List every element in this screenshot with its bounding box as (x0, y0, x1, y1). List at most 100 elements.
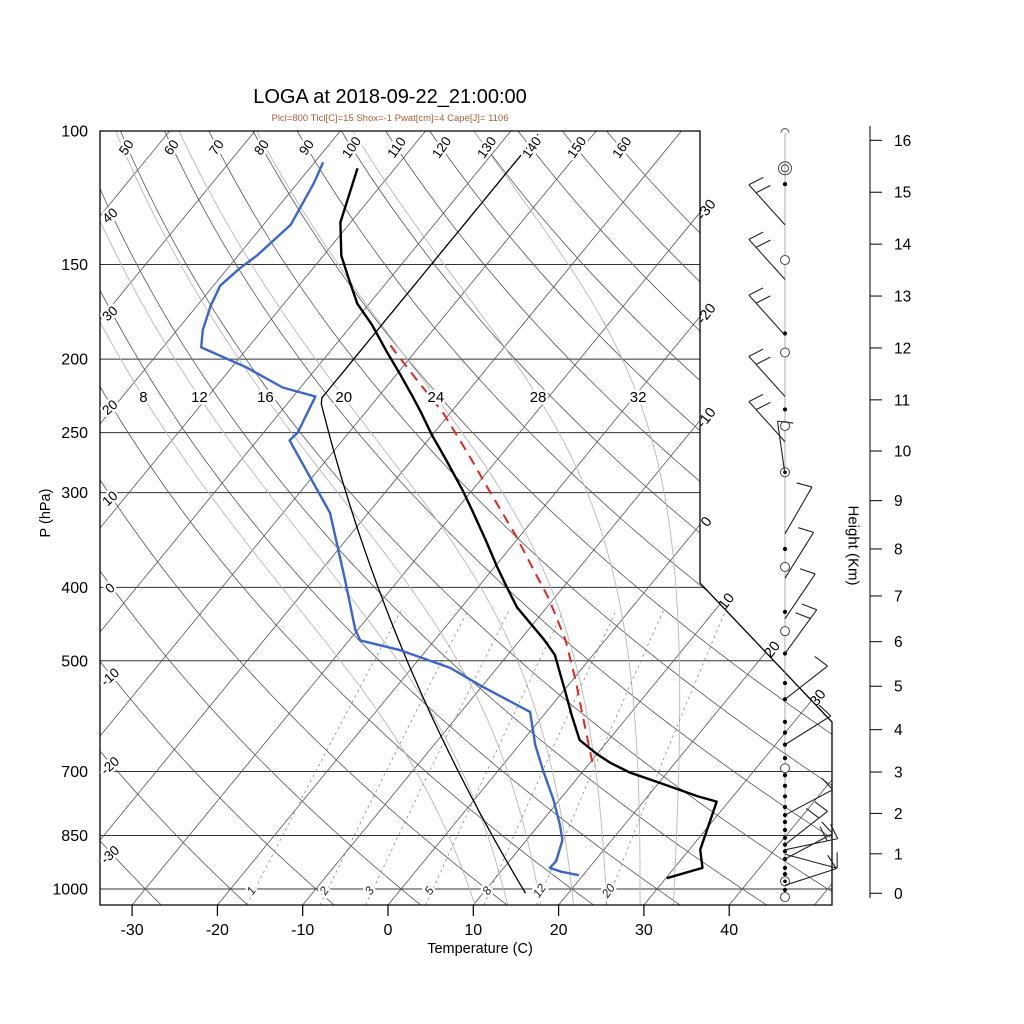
temp-tick-label: -10 (291, 922, 314, 939)
dry-adiabat-top-label: 100 (339, 134, 364, 161)
wind-barb-tick (805, 807, 820, 819)
wind-dot-symbol (782, 805, 788, 810)
isotherm-right-label: -20 (694, 301, 720, 327)
moist-adiabat-line (256, 131, 608, 905)
mixing-ratio-label: 20 (598, 881, 618, 901)
dry-adiabat-left-label: -20 (98, 754, 123, 778)
dry-adiabat-line (429, 131, 832, 905)
wind-dot-symbol (782, 755, 788, 761)
dewpoint-curve (200, 161, 580, 877)
temp-tick-label: 30 (635, 922, 653, 939)
moist-adiabat-label: 16 (257, 389, 274, 406)
wind-barb-staff (784, 789, 833, 816)
wind-circle-symbol (780, 626, 790, 637)
wind-barb-staff (784, 573, 816, 620)
dry-adiabat-left-label: 40 (99, 205, 120, 226)
pressure-tick-label: 1000 (52, 881, 88, 898)
background-grid (100, 131, 832, 905)
pressure-tick-label: 200 (61, 352, 88, 369)
wind-barb-tick (748, 348, 764, 357)
wind-dot-symbol (782, 783, 788, 788)
wind-barb-tick (798, 527, 814, 533)
height-tick-label: 7 (894, 588, 903, 605)
wind-barb-staff (748, 238, 786, 280)
temp-tick-label: -30 (121, 922, 144, 939)
wind-barb-staff (776, 421, 786, 475)
height-tick-label: 13 (894, 289, 911, 306)
plot-frame (99, 130, 833, 906)
wind-circle-symbol (780, 561, 790, 572)
dry-adiabat-left-label: 0 (102, 580, 118, 596)
reference-standard-atmosphere-curve (320, 133, 539, 894)
wind-circle-symbol (780, 420, 790, 431)
wind-barb-tick (777, 420, 794, 424)
wind-dot-symbol (782, 730, 788, 735)
dry-adiabat-line (517, 131, 832, 905)
moist-adiabat-line (114, 131, 542, 905)
isotherm-line (558, 131, 832, 905)
wind-barb-staff (748, 294, 786, 336)
dry-adiabat-line (120, 131, 832, 905)
mixing-ratio-line (425, 610, 564, 905)
height-tick-label: 2 (894, 806, 903, 823)
wind-barb-column (748, 128, 839, 903)
dry-adiabat-top-label: 160 (609, 134, 634, 161)
mixing-ratio-label: 5 (421, 884, 436, 898)
dry-adiabat-line (100, 131, 421, 905)
wind-dot-symbol (782, 680, 788, 686)
dry-adiabat-top-label: 80 (251, 137, 272, 158)
wind-barb-tick (755, 239, 771, 248)
moist-adiabat-label: 32 (630, 389, 647, 406)
temp-tick-label: 20 (550, 922, 568, 939)
height-tick-label: 14 (894, 237, 912, 254)
height-tick-label: 6 (894, 634, 903, 651)
height-tick-label: 8 (894, 541, 903, 558)
wind-barb-staff (748, 355, 786, 397)
wind-barb-tick (755, 401, 771, 411)
isotherm-right-label: 30 (807, 687, 830, 710)
isotherm-line (100, 131, 597, 905)
dry-adiabat-left-label: -10 (98, 665, 123, 689)
moist-adiabat-line (100, 131, 509, 905)
moist-adiabat-label: 20 (335, 389, 352, 406)
wind-barb-staff (784, 486, 813, 535)
wind-barb-tick (814, 655, 828, 667)
wind-dot-symbol (782, 181, 788, 187)
isotherm-right-label: -10 (694, 405, 720, 431)
wind-barb-tick (755, 356, 771, 365)
pressure-tick-label: 250 (61, 425, 88, 442)
isotherm-line (100, 131, 512, 905)
wind-dot-symbol (782, 872, 788, 877)
wind-double-circle-symbol (780, 164, 790, 173)
moist-adiabat-line (352, 131, 641, 905)
height-tick-label: 0 (894, 886, 903, 903)
wind-dot-symbol (782, 835, 788, 840)
height-tick-label: 4 (894, 722, 903, 739)
dry-adiabat-top-label: 140 (519, 134, 544, 161)
dry-adiabat-top-label: 110 (384, 134, 409, 160)
wind-barb-tick (748, 393, 764, 403)
moist-adiabat-label: 8 (139, 389, 147, 406)
pressure-tick-label: 850 (61, 828, 88, 845)
wind-barb-tick (819, 826, 828, 842)
wind-dot-symbol (782, 609, 788, 614)
isotherm-line (100, 131, 682, 905)
pressure-axis-label: P (hPa) (38, 488, 54, 538)
temp-tick-label: 40 (720, 922, 738, 939)
temp-tick-label: 10 (464, 922, 482, 939)
dry-adiabat-line (341, 131, 832, 905)
moist-adiabat-line (178, 131, 575, 905)
wind-barb-staff (784, 715, 832, 746)
wind-dot-symbol (782, 819, 788, 825)
height-tick-label: 12 (894, 340, 911, 357)
wind-dot-symbol (782, 407, 788, 412)
wind-barb-tick (814, 801, 828, 812)
wind-barb-tick (799, 568, 816, 575)
wind-double-circle-symbol (778, 161, 792, 176)
temp-tick-label: 0 (384, 922, 393, 939)
wind-circle-symbol (780, 255, 790, 266)
temperature-curve (339, 167, 718, 880)
wind-barb-staff (784, 810, 828, 846)
